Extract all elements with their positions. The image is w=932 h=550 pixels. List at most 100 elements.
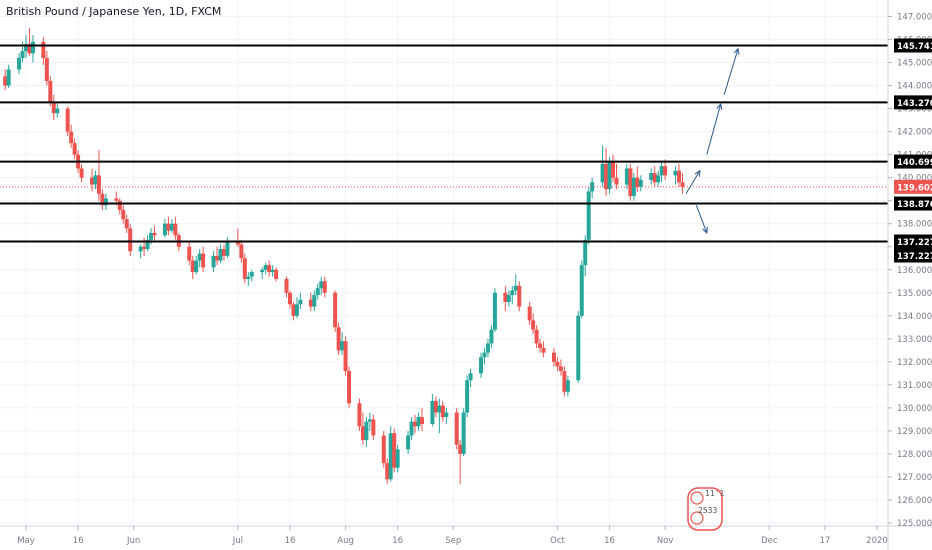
candle-down	[336, 322, 341, 355]
candle-body	[492, 292, 497, 330]
candle-body	[114, 198, 119, 201]
candle-down	[611, 154, 616, 183]
level-label-extra: 137.227	[894, 248, 932, 263]
candle-body	[17, 57, 22, 70]
candle-up	[340, 331, 345, 355]
candle-body	[291, 304, 296, 316]
candle-up	[437, 398, 442, 434]
candle-body	[79, 168, 84, 178]
candle-body	[225, 242, 230, 256]
x-tick-label: Dec	[761, 536, 778, 546]
candle-body	[284, 278, 289, 293]
candle-up	[263, 262, 268, 275]
candle-body	[149, 232, 154, 240]
candle-up	[409, 417, 414, 441]
candle-body	[211, 255, 216, 268]
candle-body	[385, 463, 390, 480]
candle-down	[503, 285, 508, 312]
candle-up	[395, 444, 400, 473]
candle-up	[294, 297, 299, 319]
candle-up	[249, 269, 254, 282]
candle-body	[534, 329, 539, 344]
candle-down	[190, 255, 195, 279]
candle-down	[121, 205, 126, 224]
candle-body	[409, 421, 414, 436]
candle-up	[246, 272, 251, 286]
candle-body	[406, 435, 411, 450]
x-tick-label: Aug	[337, 536, 354, 546]
candle-down	[44, 51, 49, 86]
candle-down	[100, 189, 105, 210]
level-label-text: 143.270	[897, 99, 932, 109]
candle-body	[392, 433, 397, 468]
x-tick-label: Jul	[232, 536, 243, 546]
candle-body	[308, 299, 313, 307]
candle-body	[336, 327, 341, 351]
watermark-line1: 11'15	[705, 489, 724, 498]
candle-body	[541, 348, 546, 353]
candle-body	[246, 276, 251, 279]
level-label-extra-bg	[894, 248, 932, 263]
candle-body	[440, 405, 445, 418]
candle-down	[215, 246, 220, 266]
x-tick-label: Sep	[445, 536, 461, 546]
candle-down	[534, 325, 539, 349]
candle-body	[162, 223, 167, 236]
candle-body	[468, 373, 473, 381]
candle-up	[260, 267, 265, 279]
candle-body	[6, 69, 11, 86]
candle-body	[367, 419, 372, 422]
x-tick-label: 16	[392, 536, 403, 546]
candle-body	[41, 41, 46, 58]
candle-down	[458, 440, 463, 484]
candle-body	[201, 253, 206, 268]
candle-down	[541, 341, 546, 358]
price-label-bg	[894, 179, 932, 194]
candle-body	[437, 405, 442, 413]
candle-body	[145, 239, 150, 250]
candle-body	[607, 161, 612, 190]
candle-down	[201, 246, 206, 273]
candle-down	[333, 290, 338, 332]
candle-body	[413, 421, 418, 427]
candle-body	[187, 246, 192, 261]
forecast-arrow	[695, 205, 708, 234]
candle-body	[673, 170, 678, 176]
candle-body	[583, 239, 588, 266]
candle-down	[166, 216, 171, 236]
candle-up	[430, 394, 435, 427]
y-tick-label: 145.000	[897, 59, 932, 69]
candle-up	[656, 170, 661, 187]
candle-body	[381, 435, 386, 464]
candle-down	[51, 94, 56, 121]
candle-body	[20, 51, 25, 58]
candle-body	[419, 417, 424, 425]
candle-down	[235, 228, 240, 247]
candle-down	[242, 253, 247, 284]
candle-body	[24, 44, 28, 52]
candle-up	[485, 338, 490, 358]
level-label-text: 137.227	[897, 238, 932, 248]
candle-down	[677, 163, 682, 187]
candle-body	[461, 412, 466, 454]
y-tick-label: 127.000	[897, 473, 932, 483]
candle-down	[72, 138, 77, 160]
candle-up	[17, 53, 22, 75]
level-label-text: 145.741	[897, 42, 932, 52]
candle-down	[267, 260, 272, 277]
candle-body	[93, 175, 98, 185]
candle-body	[454, 412, 459, 445]
candle-body	[3, 76, 8, 86]
y-tick-label: 129.000	[897, 427, 932, 437]
candle-body	[312, 295, 317, 307]
candle-body	[395, 449, 400, 468]
y-tick-label: 136.000	[897, 266, 932, 276]
y-tick-label: 134.000	[897, 312, 932, 322]
candle-body	[458, 444, 463, 454]
candle-down	[419, 407, 424, 431]
candle-body	[287, 292, 292, 305]
candle-down	[531, 313, 536, 335]
candle-down	[221, 244, 226, 261]
